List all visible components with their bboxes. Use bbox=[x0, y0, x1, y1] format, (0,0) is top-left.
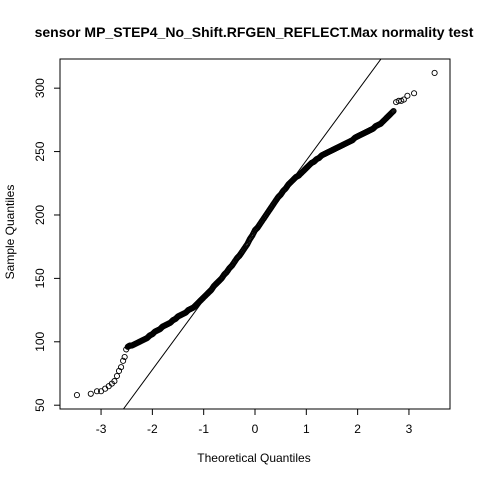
x-axis: -3 -2 -1 0 1 2 3 bbox=[96, 409, 413, 436]
chart-title: sensor MP_STEP4_No_Shift.RFGEN_REFLECT.M… bbox=[35, 24, 474, 40]
x-tick-label: 2 bbox=[354, 422, 361, 436]
data-point bbox=[431, 69, 438, 76]
data-point bbox=[111, 378, 118, 385]
data-point bbox=[93, 388, 100, 395]
x-axis-label: Theoretical Quantiles bbox=[197, 451, 310, 465]
data-point bbox=[404, 92, 411, 99]
x-tick-label: -1 bbox=[198, 422, 209, 436]
x-tick-label: 1 bbox=[303, 422, 310, 436]
data-point bbox=[400, 96, 407, 103]
data-point bbox=[87, 390, 94, 397]
data-points bbox=[73, 69, 438, 399]
data-point bbox=[120, 357, 127, 364]
data-point bbox=[389, 109, 396, 116]
data-point bbox=[73, 392, 80, 399]
data-point bbox=[121, 353, 128, 361]
y-tick-label: 50 bbox=[33, 398, 47, 412]
x-tick-label: -3 bbox=[96, 422, 107, 436]
x-tick-label: -2 bbox=[147, 422, 158, 436]
y-axis: 50 100 150 200 250 300 bbox=[33, 78, 60, 412]
x-tick-label: 3 bbox=[406, 422, 413, 436]
y-tick-label: 200 bbox=[33, 205, 47, 225]
data-point bbox=[388, 109, 395, 116]
data-point bbox=[118, 364, 125, 371]
data-point bbox=[411, 90, 418, 97]
y-axis-label: Sample Quantiles bbox=[3, 185, 17, 280]
data-point bbox=[389, 108, 396, 115]
y-tick-label: 150 bbox=[33, 268, 47, 288]
data-point bbox=[390, 107, 397, 115]
y-tick-label: 100 bbox=[33, 331, 47, 351]
data-point bbox=[113, 372, 121, 380]
data-point bbox=[102, 385, 109, 392]
y-tick-label: 300 bbox=[33, 78, 47, 98]
y-tick-label: 250 bbox=[33, 141, 47, 161]
reference-line bbox=[122, 59, 382, 409]
x-tick-label: 0 bbox=[252, 422, 259, 436]
